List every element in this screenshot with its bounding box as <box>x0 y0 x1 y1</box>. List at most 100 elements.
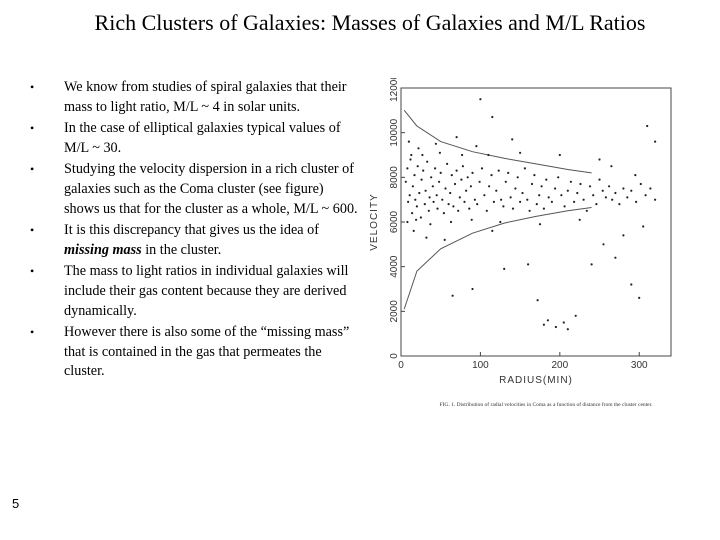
bullet-item: • We know from studies of spiral galaxies… <box>30 78 360 117</box>
scatter-point <box>535 203 538 206</box>
scatter-point <box>406 220 409 224</box>
scatter-point <box>478 180 481 183</box>
y-axis: 0 2000 4000 6000 8000 10000 12000 <box>389 78 405 359</box>
scatter-point <box>614 256 617 259</box>
scatter-point <box>611 198 614 201</box>
scatter-point <box>511 138 514 141</box>
scatter-point <box>503 267 506 270</box>
scatter-point <box>526 198 529 201</box>
scatter-point <box>582 198 585 201</box>
scatter-point <box>554 325 557 329</box>
scatter-point <box>455 169 458 172</box>
scatter-point <box>602 243 605 246</box>
figure-caption: FIG. 1. Distribution of radial velocitie… <box>439 401 653 408</box>
bullet-item: • Studying the velocity dispersion in a r… <box>30 160 360 219</box>
scatter-point <box>610 165 613 168</box>
scatter-point <box>499 220 502 224</box>
x-axis: 0 100 200 300 <box>398 352 648 371</box>
scatter-point <box>598 178 601 181</box>
scatter-point <box>473 198 476 201</box>
scatter-point <box>407 200 410 203</box>
slide-number: 5 <box>12 496 20 511</box>
coma-velocity-figure: 0 2000 4000 6000 8000 10000 12000 0 100 200 300 V… <box>363 78 683 413</box>
data-points <box>404 98 657 331</box>
scatter-point <box>470 218 473 221</box>
scatter-point <box>574 314 577 317</box>
scatter-point <box>557 176 560 179</box>
scatter-point <box>444 187 447 190</box>
scatter-point <box>415 205 418 208</box>
scatter-point <box>436 207 439 210</box>
scatter-point <box>432 200 435 203</box>
scatter-point <box>642 225 645 228</box>
scatter-point <box>430 176 433 179</box>
scatter-point <box>566 328 569 331</box>
scatter-point <box>500 198 503 201</box>
bullet-text: Studying the velocity dispersion in a ri… <box>64 161 358 217</box>
scatter-point <box>588 185 592 188</box>
bullet-item: • The mass to light ratios in individual … <box>30 262 360 321</box>
scatter-point <box>491 229 494 232</box>
scatter-point <box>409 158 412 161</box>
scatter-point <box>411 212 414 215</box>
scatter-point <box>419 216 422 219</box>
scatter-point <box>542 323 545 326</box>
scatter-point <box>491 115 494 119</box>
scatter-point <box>614 191 617 195</box>
bullet-text: However there is also some of the “missi… <box>64 324 350 380</box>
scatter-point <box>576 191 579 195</box>
scatter-point <box>406 167 409 170</box>
scatter-point <box>425 236 428 239</box>
scatter-point <box>644 194 647 197</box>
scatter-point <box>446 162 449 165</box>
scatter-point <box>654 140 657 143</box>
scatter-point <box>442 212 445 215</box>
scatter-point <box>453 182 457 186</box>
bullet-text: In the case of elliptical galaxies typic… <box>64 120 341 156</box>
scatter-point <box>634 174 637 177</box>
scatter-point <box>487 153 490 157</box>
scatter-point <box>449 220 453 224</box>
scatter-point <box>519 151 522 154</box>
scatter-point <box>461 153 464 157</box>
scatter-point <box>558 153 561 157</box>
scatter-point <box>530 182 534 186</box>
scatter-point <box>424 189 427 192</box>
scatter-point <box>538 194 541 197</box>
y-axis-label: VELOCITY <box>369 193 380 250</box>
scatter-point <box>578 218 581 221</box>
scatter-point <box>626 196 629 199</box>
scatter-point <box>471 287 474 291</box>
scatter-point <box>488 185 491 188</box>
scatter-point <box>457 209 460 212</box>
scatter-point <box>416 165 419 168</box>
scatter-point <box>545 178 548 181</box>
scatter-point <box>547 196 550 199</box>
scatter-point <box>622 234 625 237</box>
scatter-point <box>509 196 512 199</box>
scatter-point <box>455 136 458 139</box>
scatter-point <box>429 223 432 226</box>
bullet-marker: • <box>30 121 35 136</box>
scatter-point <box>411 185 414 188</box>
scatter-point <box>458 196 461 199</box>
scatter-point <box>463 200 466 203</box>
scatter-point <box>449 191 452 195</box>
bullet-text: It is this discrepancy that gives us the… <box>64 222 319 239</box>
scatter-point <box>469 185 472 188</box>
scatter-point <box>434 167 437 170</box>
scatter-point <box>566 189 569 192</box>
scatter-point <box>443 238 446 241</box>
emphasis-missing-mass: missing mass <box>64 241 142 258</box>
scatter-point <box>492 200 495 203</box>
y-tick-label: 4000 <box>389 255 400 278</box>
scatter-point <box>439 171 442 174</box>
y-tick-label: 0 <box>389 353 400 359</box>
scatter-point <box>592 194 595 197</box>
scatter-point <box>418 191 421 195</box>
scatter-point <box>452 205 455 208</box>
scatter-point <box>622 187 625 190</box>
scatter-point <box>428 196 431 199</box>
scatter-point <box>601 189 604 192</box>
scatter-point <box>654 198 657 201</box>
